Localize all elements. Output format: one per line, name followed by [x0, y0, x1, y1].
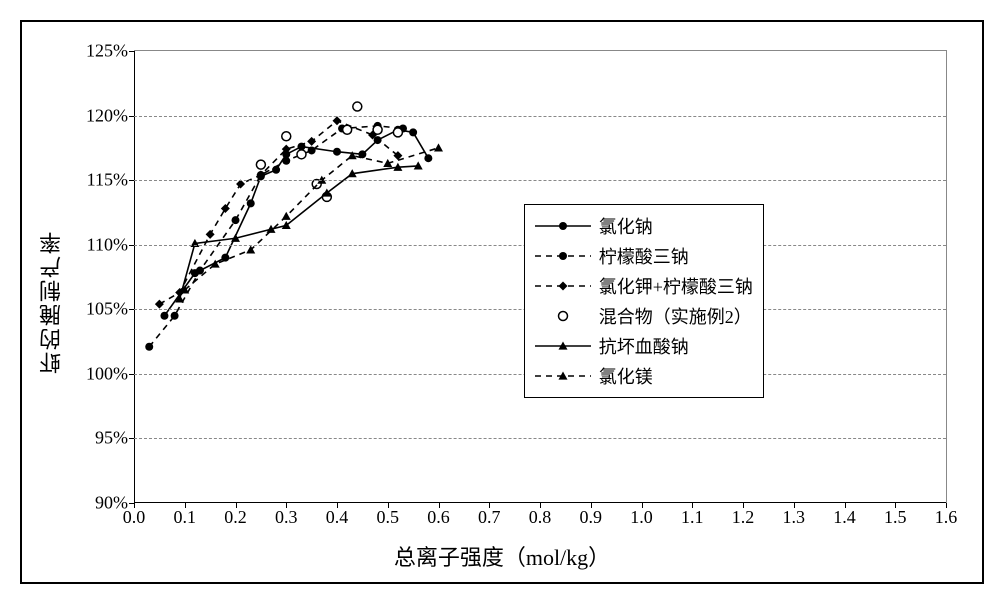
xtick-label: 1.1 [681, 503, 704, 528]
xtick-label: 0.7 [478, 503, 501, 528]
legend-swatch [535, 276, 591, 296]
legend-swatch [535, 336, 591, 356]
legend: 氯化钠柠檬酸三钠氯化钾+柠檬酸三钠混合物（实施例2） 抗坏血酸钠氯化镁 [524, 204, 764, 398]
legend-item-mixture: 混合物（实施例2） [535, 301, 753, 331]
ytick-label: 115% [87, 170, 134, 191]
ytick-label: 105% [86, 299, 134, 320]
chart-container: 虾的腌制产率 总离子强度（mol/kg） 90%95%100%105%110%1… [20, 20, 984, 584]
series-line-nacl [164, 130, 428, 316]
gridline-h [134, 116, 946, 117]
xtick-label: 0.5 [377, 503, 400, 528]
legend-label: 氯化钠 [599, 213, 653, 239]
legend-item-nacl: 氯化钠 [535, 211, 753, 241]
y-axis-title: 虾的腌制产率 [36, 230, 68, 374]
legend-label: 柠檬酸三钠 [599, 243, 689, 269]
ytick-label: 120% [86, 105, 134, 126]
xtick-label: 0.3 [275, 503, 298, 528]
xtick-label: 0.1 [174, 503, 197, 528]
ytick-label: 125% [86, 41, 134, 62]
x-axis-title: 总离子强度（mol/kg） [394, 540, 610, 572]
xtick-label: 1.0 [630, 503, 653, 528]
legend-item-naascorbate: 抗坏血酸钠 [535, 331, 753, 361]
legend-swatch [535, 216, 591, 236]
xtick-label: 1.3 [783, 503, 806, 528]
legend-label: 抗坏血酸钠 [599, 333, 689, 359]
legend-swatch [535, 366, 591, 386]
legend-label: 氯化镁 [599, 363, 653, 389]
ytick-label: 95% [95, 428, 134, 449]
xtick-label: 0.9 [580, 503, 603, 528]
legend-swatch [535, 246, 591, 266]
xtick-label: 1.2 [732, 503, 755, 528]
xtick-label: 0.6 [427, 503, 450, 528]
gridline-h [134, 438, 946, 439]
xtick-label: 0.8 [529, 503, 552, 528]
legend-label: 混合物（实施例2） [599, 303, 752, 329]
xtick-label: 1.5 [884, 503, 907, 528]
xtick-label: 1.6 [935, 503, 958, 528]
xtick-label: 1.4 [833, 503, 856, 528]
xtick-label: 0.4 [326, 503, 349, 528]
legend-label: 氯化钾+柠檬酸三钠 [599, 273, 753, 299]
xtick-label: 0.0 [123, 503, 146, 528]
ytick-label: 100% [86, 363, 134, 384]
legend-swatch [535, 306, 591, 326]
legend-item-tricitrate: 柠檬酸三钠 [535, 241, 753, 271]
ytick-label: 110% [87, 234, 134, 255]
xtick-label: 0.2 [224, 503, 247, 528]
series-line-naascorbate [180, 166, 419, 299]
legend-item-kcl_citrate: 氯化钾+柠檬酸三钠 [535, 271, 753, 301]
gridline-h [134, 180, 946, 181]
legend-item-mgcl2: 氯化镁 [535, 361, 753, 391]
